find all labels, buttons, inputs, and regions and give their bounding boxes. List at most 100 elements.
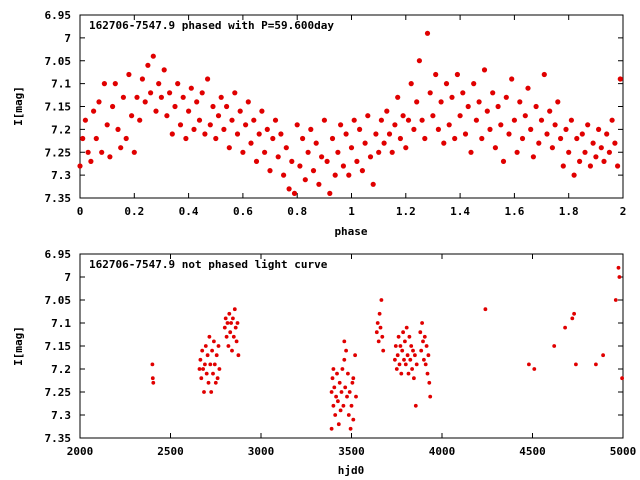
data-point <box>394 367 399 371</box>
data-point <box>449 94 455 100</box>
data-point <box>267 168 273 174</box>
data-point <box>423 362 428 367</box>
data-point <box>126 71 132 78</box>
data-point <box>544 131 550 137</box>
data-point <box>438 99 444 105</box>
data-point <box>235 321 240 325</box>
x-tick-label: 1.2 <box>396 205 416 218</box>
data-point <box>422 135 428 142</box>
data-point <box>558 135 564 142</box>
data-point <box>337 380 342 385</box>
data-point <box>617 76 623 82</box>
y-tick-label: 7.35 <box>45 432 72 445</box>
data-point <box>112 81 118 87</box>
data-point <box>487 126 493 132</box>
data-point <box>153 108 159 114</box>
data-point <box>180 94 186 100</box>
x-tick-label: 4000 <box>429 445 456 458</box>
data-point <box>476 99 482 105</box>
data-point <box>210 103 216 110</box>
x-tick-label: 3500 <box>338 445 365 458</box>
data-point <box>419 117 425 123</box>
data-point <box>297 163 303 169</box>
data-point <box>201 367 206 371</box>
data-point <box>407 334 412 339</box>
data-point <box>495 103 501 110</box>
data-point <box>572 311 576 316</box>
data-point <box>264 126 270 132</box>
data-point <box>601 158 607 164</box>
x-tick-label: 2000 <box>67 445 94 458</box>
data-point <box>587 163 594 169</box>
data-point <box>215 113 222 119</box>
phased-light-curve-panel: 162706-7547.9 phased with P=59.600day ph… <box>12 9 626 238</box>
data-point <box>223 316 228 321</box>
data-point <box>412 376 416 381</box>
data-point <box>139 76 145 82</box>
x-axis-label: phase <box>334 225 367 238</box>
data-point <box>570 316 575 321</box>
data-point <box>374 330 379 335</box>
data-point <box>359 168 365 174</box>
data-point <box>191 126 197 132</box>
data-point <box>381 140 387 146</box>
data-point <box>186 108 192 114</box>
data-point <box>441 140 447 146</box>
data-point <box>585 122 591 128</box>
data-point <box>409 344 414 348</box>
data-point <box>519 135 526 142</box>
data-point <box>115 126 121 132</box>
x-axis-ticks: 2000 2500 3000 3500 4000 4500 5000 <box>67 254 636 458</box>
x-tick-label: 2 <box>620 205 627 218</box>
x-tick-label: 0.4 <box>179 205 199 218</box>
data-point <box>329 390 334 394</box>
data-point <box>411 126 417 132</box>
data-point <box>210 348 215 353</box>
data-point <box>207 334 212 339</box>
data-point <box>378 117 384 123</box>
y-tick-label: 6.95 <box>45 248 72 261</box>
data-point <box>145 62 151 68</box>
data-point <box>406 371 411 376</box>
data-point <box>142 99 148 105</box>
data-point <box>536 140 542 146</box>
data-point <box>616 265 621 270</box>
data-point <box>376 339 381 344</box>
data-point <box>256 131 262 137</box>
data-point <box>405 117 412 123</box>
data-point <box>410 367 414 371</box>
data-point <box>289 158 295 164</box>
data-point <box>446 122 452 128</box>
data-point <box>343 131 349 137</box>
data-point <box>308 126 314 132</box>
data-point <box>506 131 512 137</box>
data-point <box>414 362 419 367</box>
data-point <box>278 131 284 137</box>
y-tick-label: 7 <box>64 32 71 45</box>
data-points <box>77 30 623 196</box>
data-point <box>400 113 406 119</box>
data-point <box>204 371 209 376</box>
data-point <box>530 154 537 160</box>
data-point <box>342 339 347 344</box>
data-point <box>332 385 337 390</box>
data-point <box>598 145 604 151</box>
y-tick-label: 7.15 <box>45 340 72 353</box>
data-point <box>286 186 292 192</box>
data-point <box>336 399 340 404</box>
data-point <box>552 344 557 348</box>
data-point <box>357 126 363 132</box>
y-axis-label: I[mag] <box>12 326 25 366</box>
data-point <box>332 172 338 178</box>
data-point <box>421 339 425 344</box>
data-point <box>262 149 268 155</box>
data-point <box>414 99 420 105</box>
data-point <box>351 376 356 381</box>
y-tick-label: 7 <box>64 271 71 284</box>
data-point <box>169 131 175 137</box>
data-point <box>226 145 232 151</box>
data-point <box>167 90 173 96</box>
data-point <box>118 145 124 151</box>
data-point <box>511 117 517 123</box>
data-point <box>200 348 205 353</box>
